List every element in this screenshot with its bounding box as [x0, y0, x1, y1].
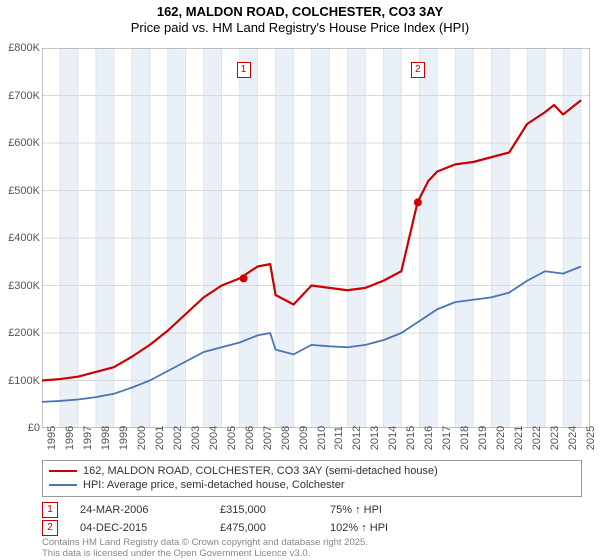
sale-delta: 75% ↑ HPI — [330, 504, 450, 516]
x-tick-label: 2008 — [280, 426, 292, 450]
chart-marker-box: 2 — [411, 62, 425, 78]
x-tick-label: 2019 — [477, 426, 489, 450]
x-tick-label: 2022 — [531, 426, 543, 450]
x-tick-label: 2021 — [513, 426, 525, 450]
x-tick-label: 2010 — [316, 426, 328, 450]
x-tick-label: 2017 — [441, 426, 453, 450]
footer-line2: This data is licensed under the Open Gov… — [42, 549, 368, 560]
legend-row-hpi: HPI: Average price, semi-detached house,… — [49, 478, 575, 492]
y-tick-label: £0 — [0, 422, 40, 434]
sale-price: £315,000 — [220, 504, 330, 516]
title-block: 162, MALDON ROAD, COLCHESTER, CO3 3AY Pr… — [0, 0, 600, 37]
title-subtitle: Price paid vs. HM Land Registry's House … — [0, 20, 600, 36]
x-tick-label: 2018 — [459, 426, 471, 450]
y-tick-label: £500K — [0, 185, 40, 197]
x-tick-label: 2015 — [405, 426, 417, 450]
x-tick-label: 2002 — [172, 426, 184, 450]
sales-row-2: 2 04-DEC-2015 £475,000 102% ↑ HPI — [42, 520, 582, 536]
y-tick-label: £600K — [0, 137, 40, 149]
legend-label-hpi: HPI: Average price, semi-detached house,… — [83, 478, 345, 492]
title-address: 162, MALDON ROAD, COLCHESTER, CO3 3AY — [0, 4, 600, 20]
sale-marker-num: 1 — [42, 502, 58, 518]
sales-row-1: 1 24-MAR-2006 £315,000 75% ↑ HPI — [42, 502, 582, 518]
x-tick-label: 2000 — [136, 426, 148, 450]
x-tick-label: 2004 — [208, 426, 220, 450]
x-tick-label: 1996 — [64, 426, 76, 450]
legend-row-property: 162, MALDON ROAD, COLCHESTER, CO3 3AY (s… — [49, 464, 575, 478]
x-tick-label: 2024 — [567, 426, 579, 450]
x-tick-label: 2014 — [387, 426, 399, 450]
plot-svg — [42, 48, 590, 428]
x-tick-label: 1998 — [100, 426, 112, 450]
x-tick-label: 2006 — [244, 426, 256, 450]
legend-swatch-property — [49, 470, 77, 472]
x-tick-label: 1997 — [82, 426, 94, 450]
x-tick-label: 2023 — [549, 426, 561, 450]
legend: 162, MALDON ROAD, COLCHESTER, CO3 3AY (s… — [42, 460, 582, 497]
y-tick-label: £700K — [0, 90, 40, 102]
sale-date: 24-MAR-2006 — [80, 504, 220, 516]
x-tick-label: 2005 — [226, 426, 238, 450]
chart-container: 162, MALDON ROAD, COLCHESTER, CO3 3AY Pr… — [0, 0, 600, 560]
legend-swatch-hpi — [49, 484, 77, 486]
sale-price: £475,000 — [220, 522, 330, 534]
sale-delta: 102% ↑ HPI — [330, 522, 450, 534]
y-tick-label: £400K — [0, 232, 40, 244]
y-tick-label: £100K — [0, 375, 40, 387]
x-tick-label: 1995 — [46, 426, 58, 450]
sales-table: 1 24-MAR-2006 £315,000 75% ↑ HPI 2 04-DE… — [42, 502, 582, 538]
legend-label-property: 162, MALDON ROAD, COLCHESTER, CO3 3AY (s… — [83, 464, 438, 478]
x-tick-label: 2016 — [423, 426, 435, 450]
footer: Contains HM Land Registry data © Crown c… — [42, 538, 368, 560]
chart-area — [42, 48, 590, 428]
x-tick-label: 2011 — [333, 426, 345, 450]
chart-marker-box: 1 — [237, 62, 251, 78]
x-tick-label: 2001 — [154, 426, 166, 450]
y-tick-label: £200K — [0, 327, 40, 339]
sale-date: 04-DEC-2015 — [80, 522, 220, 534]
x-tick-label: 2013 — [369, 426, 381, 450]
x-tick-label: 2020 — [495, 426, 507, 450]
x-tick-label: 2007 — [262, 426, 274, 450]
x-tick-label: 2025 — [585, 426, 597, 450]
y-tick-label: £300K — [0, 280, 40, 292]
y-tick-label: £800K — [0, 42, 40, 54]
x-tick-label: 2012 — [351, 426, 363, 450]
x-tick-label: 1999 — [118, 426, 130, 450]
x-tick-label: 2003 — [190, 426, 202, 450]
sale-marker-num: 2 — [42, 520, 58, 536]
x-tick-label: 2009 — [298, 426, 310, 450]
